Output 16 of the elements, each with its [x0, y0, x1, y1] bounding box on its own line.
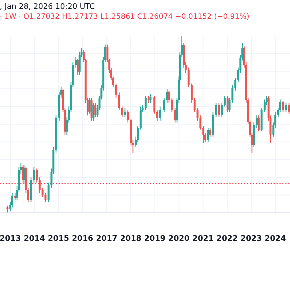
candlestick [159, 106, 162, 122]
candlestick [127, 110, 130, 124]
candlestick [226, 96, 229, 113]
candlestick [144, 96, 147, 111]
candlestick [76, 58, 79, 76]
candlestick [282, 101, 284, 113]
candlestick [88, 98, 91, 114]
candlestick [215, 102, 218, 118]
candlestick [207, 128, 210, 143]
candlestick [78, 52, 81, 76]
candlestick [288, 102, 290, 114]
candlestick [94, 102, 97, 118]
candlestick [174, 108, 176, 124]
candlestick [218, 102, 220, 118]
candlestick [212, 112, 214, 138]
candlestick [11, 193, 14, 208]
